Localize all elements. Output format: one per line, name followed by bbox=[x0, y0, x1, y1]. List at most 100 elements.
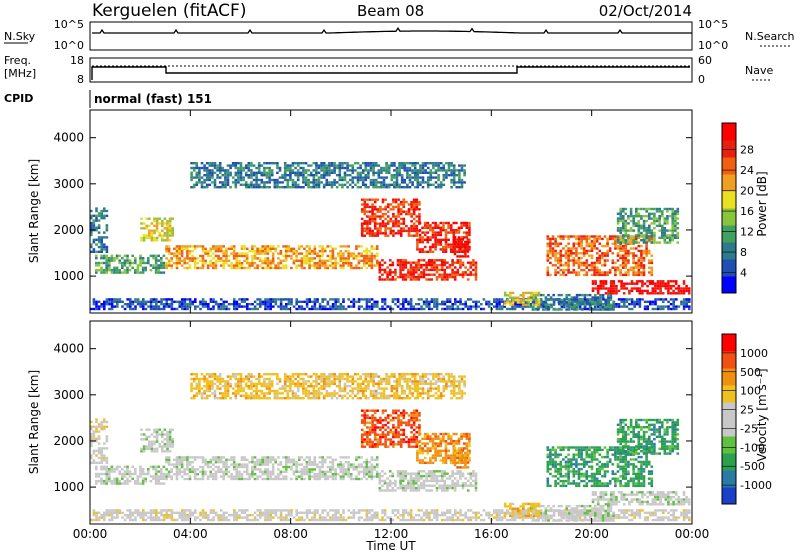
power-cell bbox=[243, 254, 246, 258]
power-cell bbox=[242, 178, 245, 182]
velocity-cell bbox=[139, 475, 142, 478]
velocity-cell bbox=[427, 484, 431, 487]
power-cell bbox=[295, 250, 298, 253]
power-cell bbox=[621, 254, 625, 257]
power-cell bbox=[273, 162, 277, 165]
power-cell bbox=[222, 245, 225, 248]
power-cell bbox=[651, 280, 655, 283]
power-cell bbox=[653, 222, 656, 225]
power-cell bbox=[622, 229, 625, 232]
power-cell bbox=[258, 250, 262, 253]
power-cell bbox=[456, 300, 460, 303]
power-cell bbox=[417, 266, 421, 269]
power-cell bbox=[250, 171, 253, 174]
power-cell bbox=[178, 247, 181, 250]
power-cell bbox=[462, 221, 466, 225]
power-cell bbox=[653, 234, 656, 237]
power-cell bbox=[307, 169, 310, 172]
velocity-cell bbox=[175, 468, 179, 471]
power-cell bbox=[370, 259, 374, 262]
power-cell bbox=[322, 171, 326, 174]
power-cell bbox=[178, 300, 181, 303]
velocity-cell bbox=[269, 461, 272, 464]
power-cell bbox=[240, 264, 244, 267]
power-cell bbox=[624, 227, 628, 230]
power-cell bbox=[577, 240, 581, 243]
power-cell bbox=[289, 186, 292, 189]
power-cell bbox=[562, 268, 565, 272]
power-cell bbox=[519, 303, 522, 306]
power-cell bbox=[495, 307, 499, 311]
power-cell bbox=[318, 303, 322, 306]
power-cell bbox=[368, 300, 371, 303]
power-cell bbox=[379, 208, 382, 211]
power-cell bbox=[423, 231, 427, 234]
power-cell bbox=[570, 305, 574, 309]
power-cell bbox=[235, 259, 238, 262]
power-cell bbox=[121, 261, 124, 265]
velocity-cell bbox=[148, 435, 151, 439]
power-cell bbox=[447, 166, 451, 170]
power-cell bbox=[206, 266, 210, 270]
velocity-cell bbox=[331, 473, 335, 476]
power-cell bbox=[206, 252, 210, 255]
velocity-cell bbox=[414, 477, 418, 480]
velocity-cell bbox=[440, 470, 444, 473]
velocity-cell bbox=[352, 468, 356, 471]
power-cell bbox=[365, 250, 369, 253]
power-cell bbox=[315, 183, 318, 186]
power-cell bbox=[222, 305, 226, 308]
power-cell bbox=[277, 262, 280, 265]
velocity-cell bbox=[214, 477, 218, 481]
power-cell bbox=[209, 259, 212, 262]
power-cell bbox=[420, 298, 423, 301]
power-cell bbox=[672, 303, 675, 306]
power-cell bbox=[648, 217, 651, 220]
velocity-cell bbox=[401, 479, 405, 483]
power-cell bbox=[92, 300, 96, 303]
power-cell bbox=[441, 303, 444, 306]
power-cell bbox=[282, 254, 285, 258]
power-cell bbox=[416, 245, 419, 249]
velocity-cell bbox=[147, 468, 150, 471]
power-cell bbox=[175, 307, 179, 311]
power-cell bbox=[121, 300, 124, 303]
power-cell bbox=[593, 240, 596, 243]
power-cell bbox=[535, 294, 538, 297]
power-cell bbox=[500, 305, 504, 308]
power-cell bbox=[420, 271, 423, 274]
power-cell bbox=[425, 305, 428, 308]
power-cell bbox=[317, 176, 321, 179]
power-cell bbox=[421, 238, 424, 241]
power-cell bbox=[268, 169, 271, 172]
power-cell bbox=[385, 162, 388, 165]
power-cell bbox=[638, 303, 642, 306]
power-cell bbox=[318, 307, 322, 311]
power-cell bbox=[546, 271, 550, 274]
power-cell bbox=[136, 300, 140, 303]
velocity-cell bbox=[313, 468, 317, 471]
velocity-cell bbox=[368, 468, 371, 471]
velocity-cell bbox=[318, 461, 322, 464]
velocity-cell bbox=[412, 482, 415, 485]
power-cell bbox=[400, 178, 404, 182]
power-cell bbox=[456, 259, 460, 262]
power-cell bbox=[264, 298, 267, 301]
power-cell bbox=[612, 282, 616, 285]
power-cell bbox=[194, 307, 197, 311]
power-cell bbox=[581, 293, 584, 297]
velocity-cell bbox=[219, 458, 223, 461]
power-cell bbox=[383, 307, 387, 311]
power-cell bbox=[412, 229, 416, 233]
power-cell bbox=[229, 171, 232, 174]
power-cell bbox=[658, 219, 661, 223]
power-cell bbox=[416, 248, 419, 251]
power-cell bbox=[367, 171, 370, 174]
velocity-cell bbox=[148, 445, 151, 448]
velocity-cell bbox=[414, 486, 418, 490]
power-cell bbox=[256, 303, 259, 306]
velocity-cell bbox=[134, 472, 137, 476]
power-cell bbox=[381, 220, 385, 223]
power-cell bbox=[509, 301, 512, 304]
power-cell bbox=[355, 247, 358, 250]
